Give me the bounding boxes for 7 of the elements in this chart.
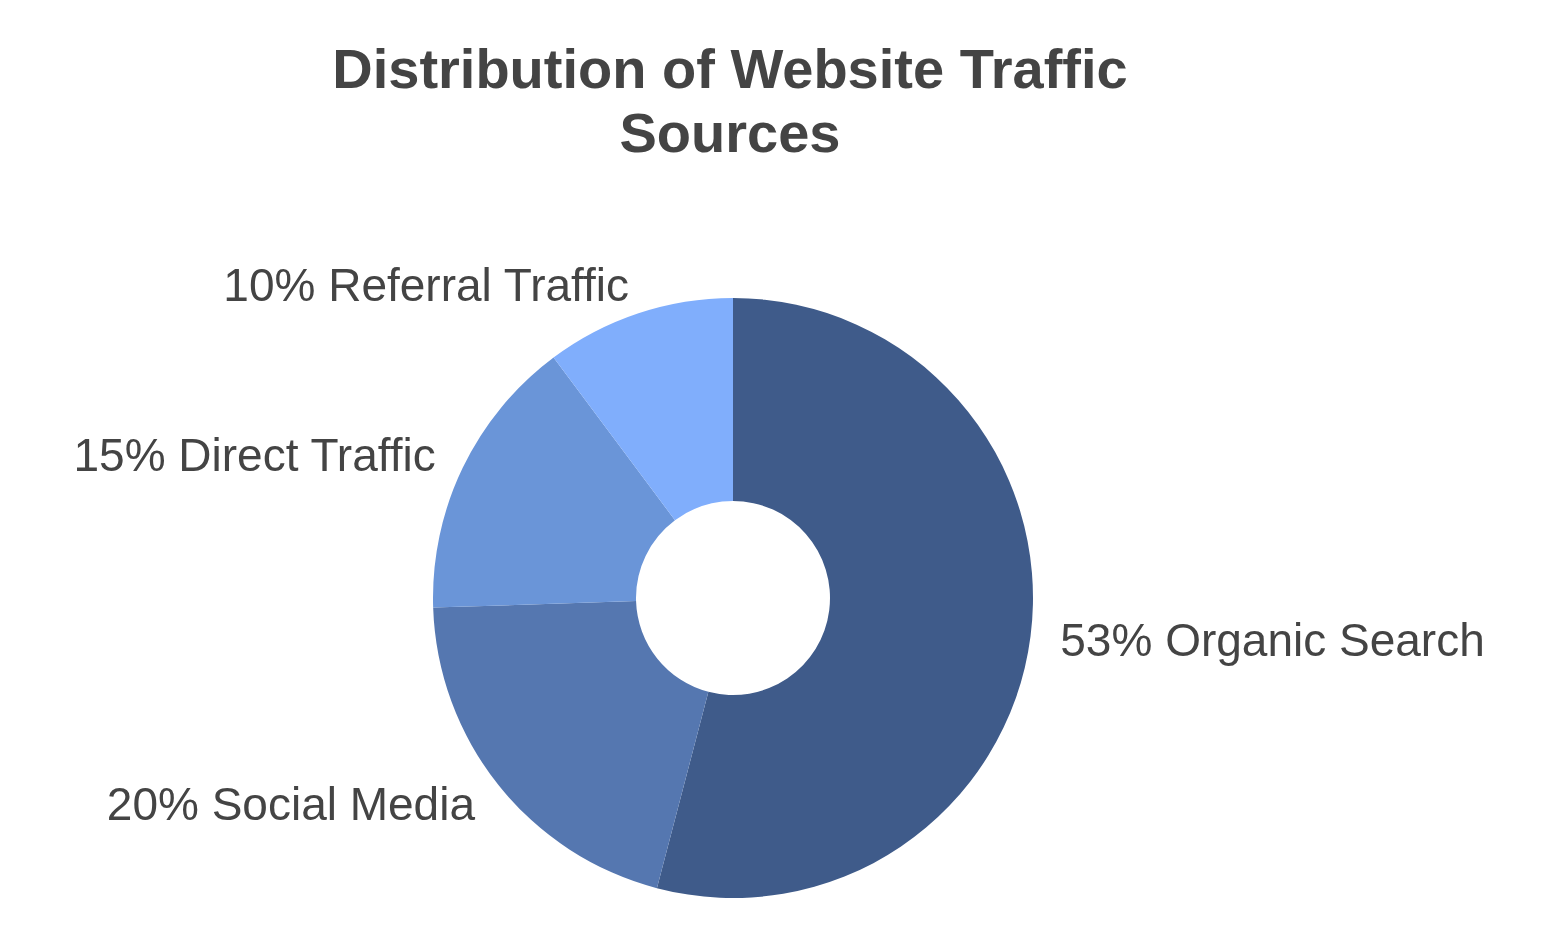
- chart-title: Distribution of Website Traffic Sources: [332, 37, 1128, 164]
- slice-label: 20% Social Media: [106, 777, 476, 830]
- donut-slice: [656, 298, 1033, 898]
- donut-slice: [433, 357, 675, 608]
- slice-label: 10% Referral Traffic: [223, 258, 630, 311]
- slice-label: 53% Organic Search: [1060, 614, 1485, 667]
- slice-label: 15% Direct Traffic: [73, 428, 436, 481]
